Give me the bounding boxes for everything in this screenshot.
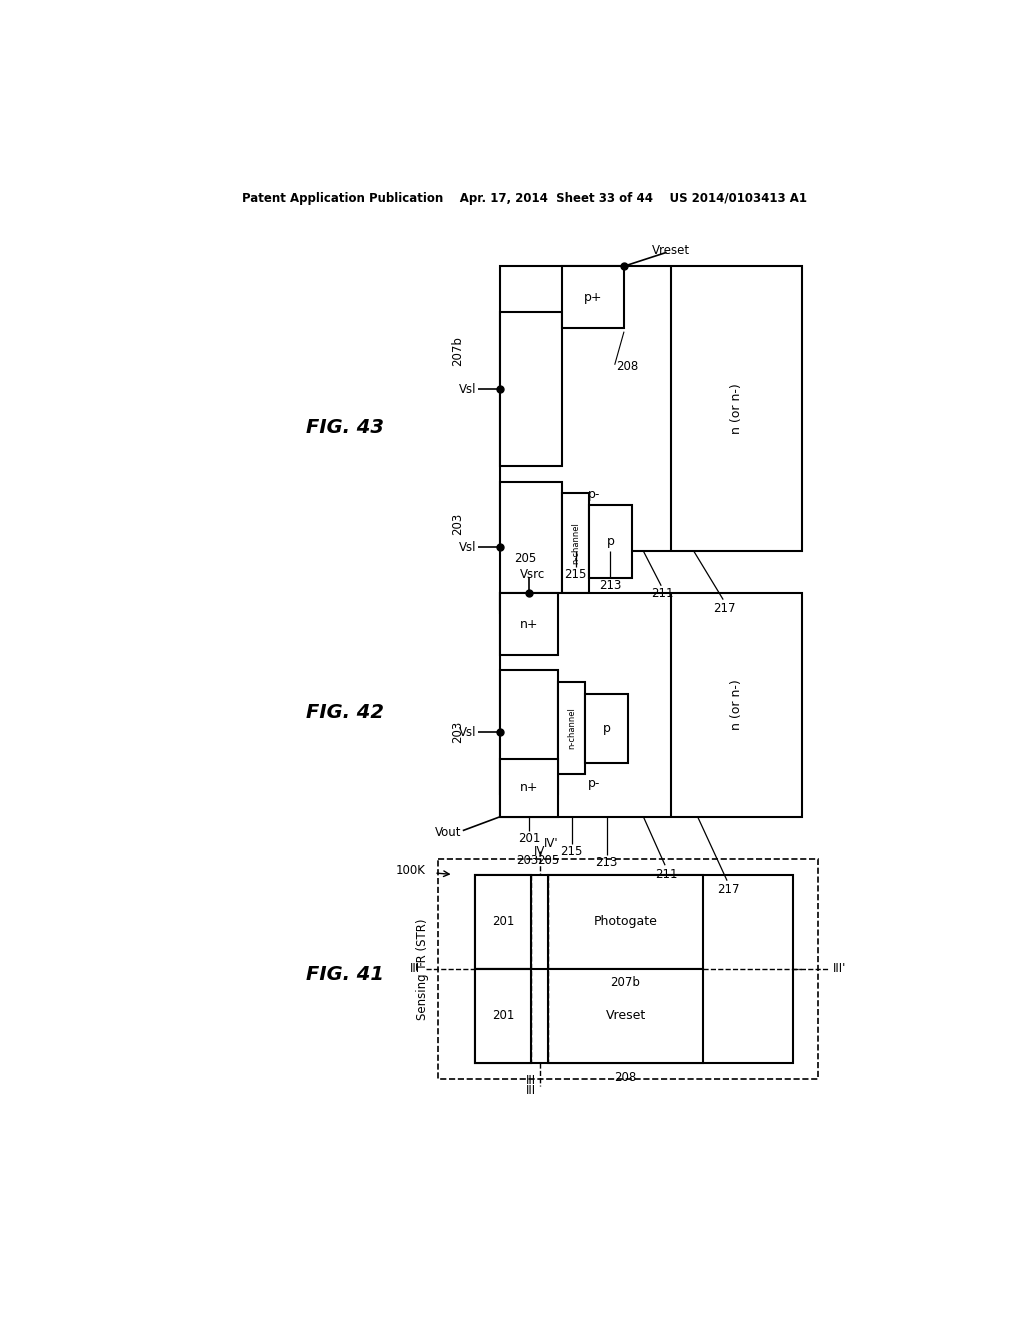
Text: 205: 205 bbox=[537, 854, 559, 867]
Text: 203: 203 bbox=[451, 721, 464, 743]
Bar bbox=[475, 969, 531, 1063]
Text: 201: 201 bbox=[518, 832, 541, 845]
Text: FIG. 42: FIG. 42 bbox=[306, 704, 384, 722]
Bar bbox=[438, 859, 818, 1078]
Text: 217: 217 bbox=[714, 602, 736, 615]
Text: n+: n+ bbox=[520, 618, 539, 631]
Text: p: p bbox=[603, 722, 610, 735]
Text: Vreset: Vreset bbox=[651, 244, 689, 257]
Text: 205: 205 bbox=[514, 552, 537, 565]
Bar bbox=[500, 759, 558, 817]
Text: n-channel: n-channel bbox=[571, 523, 580, 565]
Text: 201: 201 bbox=[492, 1010, 514, 1023]
Text: 213: 213 bbox=[599, 579, 622, 593]
Text: 213: 213 bbox=[595, 857, 617, 870]
Bar bbox=[589, 506, 632, 578]
Bar bbox=[500, 594, 802, 817]
Text: 211: 211 bbox=[655, 869, 678, 880]
Text: p-: p- bbox=[588, 776, 600, 789]
Bar bbox=[475, 874, 793, 1063]
Bar bbox=[548, 874, 703, 969]
Text: Sensing TR (STR): Sensing TR (STR) bbox=[416, 919, 429, 1019]
Bar bbox=[500, 313, 562, 466]
Text: Vreset: Vreset bbox=[605, 1010, 646, 1023]
Text: 100K: 100K bbox=[395, 865, 425, 878]
Text: III': III' bbox=[410, 962, 423, 975]
Text: IV': IV' bbox=[544, 837, 558, 850]
Text: 208: 208 bbox=[614, 1071, 637, 1084]
Text: 203: 203 bbox=[516, 854, 539, 867]
Bar bbox=[562, 494, 589, 594]
Text: n+: n+ bbox=[520, 781, 539, 795]
Text: n (or n-): n (or n-) bbox=[730, 383, 742, 434]
Text: III: III bbox=[526, 1073, 536, 1086]
Text: FIG. 41: FIG. 41 bbox=[306, 965, 384, 985]
Text: n-channel: n-channel bbox=[567, 708, 577, 750]
Bar bbox=[558, 682, 586, 775]
Text: Vsl: Vsl bbox=[459, 541, 477, 554]
Text: 201: 201 bbox=[492, 915, 514, 928]
Text: Vsrc: Vsrc bbox=[520, 568, 546, 581]
Text: 215: 215 bbox=[564, 568, 587, 581]
Text: 208: 208 bbox=[616, 360, 639, 372]
Bar bbox=[548, 969, 703, 1063]
Text: 217: 217 bbox=[718, 883, 740, 896]
Text: III: III bbox=[526, 1084, 536, 1097]
Text: 215: 215 bbox=[560, 845, 583, 858]
Text: Photogate: Photogate bbox=[594, 915, 657, 928]
Text: Vsl: Vsl bbox=[459, 726, 477, 739]
Text: n (or n-): n (or n-) bbox=[730, 680, 742, 730]
Text: Patent Application Publication    Apr. 17, 2014  Sheet 33 of 44    US 2014/01034: Patent Application Publication Apr. 17, … bbox=[243, 191, 807, 205]
Text: IV: IV bbox=[534, 845, 545, 858]
Text: 203: 203 bbox=[451, 513, 464, 536]
Bar bbox=[586, 693, 628, 763]
Text: p+: p+ bbox=[584, 290, 602, 304]
Text: p: p bbox=[606, 535, 614, 548]
Bar bbox=[500, 267, 802, 552]
Text: FIG. 43: FIG. 43 bbox=[306, 418, 384, 437]
Bar bbox=[500, 594, 558, 655]
Bar bbox=[500, 482, 562, 612]
Text: p-: p- bbox=[588, 487, 600, 500]
Text: 207b: 207b bbox=[610, 977, 640, 989]
Bar bbox=[475, 874, 531, 969]
Bar bbox=[500, 671, 558, 793]
Text: 207b: 207b bbox=[451, 337, 464, 366]
Text: Vout: Vout bbox=[435, 825, 461, 838]
Text: III': III' bbox=[833, 962, 846, 975]
Text: 211: 211 bbox=[651, 587, 674, 601]
Bar bbox=[562, 267, 624, 327]
Text: Vsl: Vsl bbox=[459, 383, 477, 396]
